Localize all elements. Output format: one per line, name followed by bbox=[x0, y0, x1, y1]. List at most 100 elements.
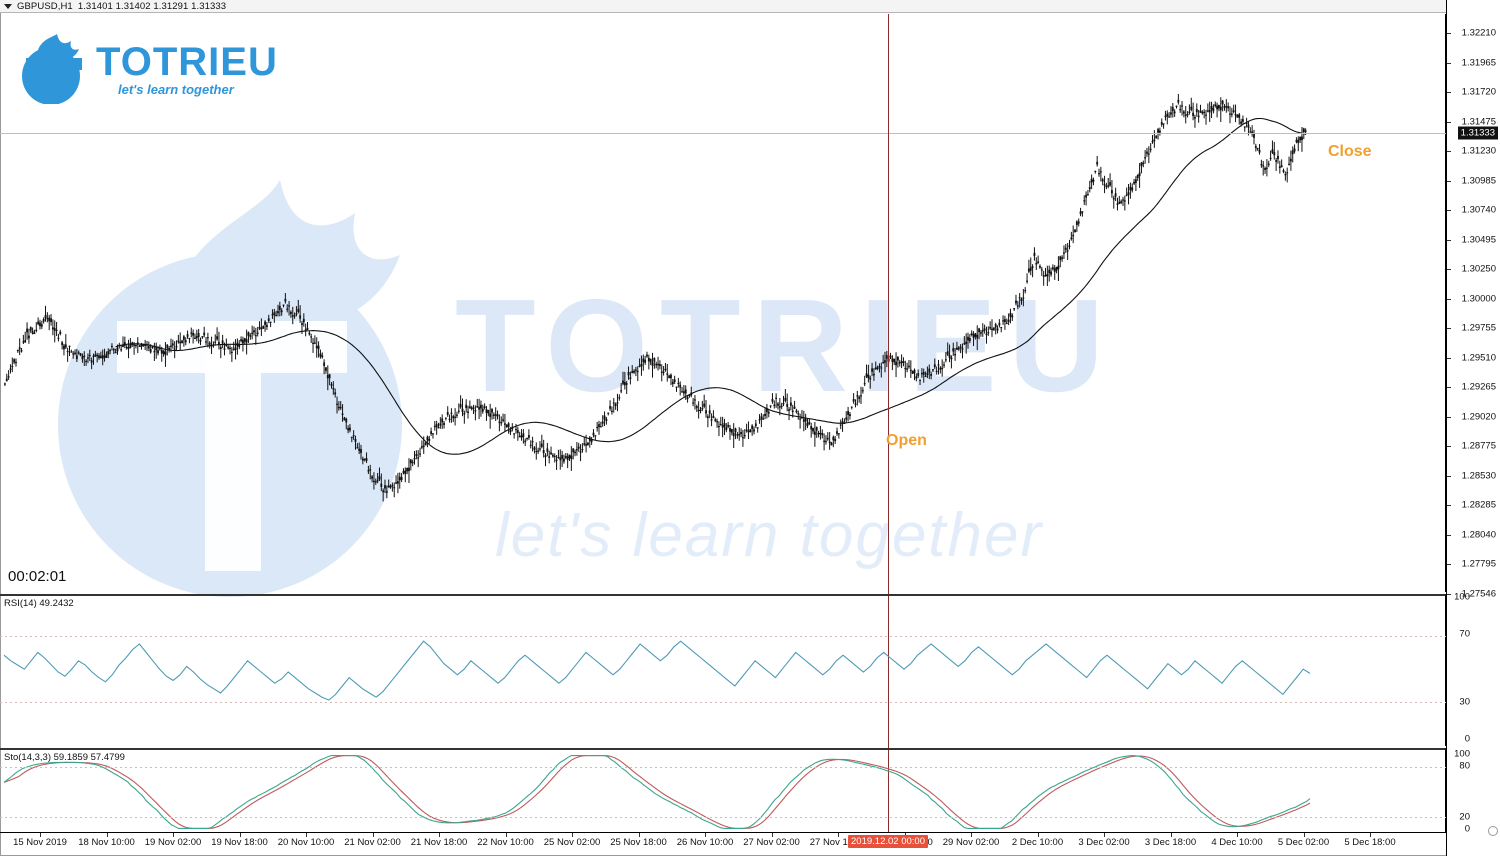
time-axis-tick bbox=[838, 833, 839, 837]
rsi-title: RSI(14) 49.2432 bbox=[4, 598, 74, 609]
stochastic-title: Sto(14,3,3) 59.1859 57.4799 bbox=[4, 752, 125, 763]
price-axis-tick bbox=[1447, 33, 1451, 34]
time-axis-label: 18 Nov 10:00 bbox=[78, 837, 135, 848]
time-axis-label: 20 Nov 10:00 bbox=[277, 837, 335, 848]
price-axis-tick bbox=[1447, 62, 1451, 64]
time-axis-tick bbox=[771, 833, 773, 837]
price-axis-label: 1.27795 bbox=[1461, 558, 1496, 570]
time-axis-tick bbox=[572, 833, 573, 837]
stochastic-line-series bbox=[3, 754, 1311, 830]
vertical-time-line bbox=[888, 14, 889, 832]
current-price-badge: 1.31333 bbox=[1457, 126, 1498, 140]
price-axis-tick bbox=[1447, 593, 1451, 595]
candlestick-series bbox=[4, 93, 1307, 502]
price-axis-label: 1.29265 bbox=[1461, 381, 1496, 393]
time-axis-label: 29 Nov 02:00 bbox=[942, 837, 1000, 848]
price-axis-tick bbox=[1447, 239, 1451, 241]
quote-bar[interactable]: GBPUSD,H1 1.31401 1.31402 1.31291 1.3133… bbox=[0, 0, 1446, 13]
time-axis-tick bbox=[1303, 833, 1305, 837]
time-axis-label: 26 Nov 10:00 bbox=[676, 837, 734, 848]
time-axis-tick bbox=[505, 833, 507, 837]
time-axis-tick bbox=[1237, 833, 1238, 837]
time-axis-label: 3 Dec 02:00 bbox=[1078, 837, 1130, 848]
symbol-timeframe-label: GBPUSD,H1 bbox=[17, 0, 73, 12]
price-axis-label: 1.29020 bbox=[1461, 411, 1496, 422]
price-axis-label: 1.29510 bbox=[1461, 352, 1496, 363]
price-axis-tick bbox=[1447, 387, 1451, 388]
price-axis-tick bbox=[1447, 180, 1451, 182]
price-axis-tick bbox=[1447, 92, 1451, 93]
time-axis-tick bbox=[638, 833, 640, 837]
price-axis-label: 1.30740 bbox=[1461, 204, 1496, 216]
rsi-pane[interactable] bbox=[0, 594, 1446, 746]
price-axis-label: 1.28530 bbox=[1461, 470, 1496, 481]
time-axis-tick bbox=[1104, 833, 1105, 837]
stochastic-axis-label: 0 bbox=[1464, 823, 1470, 835]
rsi-axis-label: 30 bbox=[1459, 696, 1470, 708]
time-axis-label: 27 Nov 18:00 bbox=[809, 837, 867, 848]
price-axis-label: 1.30985 bbox=[1461, 175, 1496, 186]
price-axis-label: 1.31720 bbox=[1461, 86, 1496, 98]
sto-level-80-line bbox=[0, 767, 1446, 768]
time-axis-label: 3 Dec 18:00 bbox=[1144, 837, 1197, 848]
time-axis-tick bbox=[1170, 833, 1172, 837]
price-axis[interactable]: 1.32210 1.31965 1.31720 1.31475 1.31230 1.309… bbox=[1446, 0, 1500, 856]
rsi-axis-label: 100 bbox=[1454, 591, 1470, 603]
close-annotation: Close bbox=[1328, 143, 1372, 160]
chart-shift-handle[interactable] bbox=[1488, 826, 1498, 836]
open-annotation: Open bbox=[886, 432, 927, 449]
price-axis-label: 1.31230 bbox=[1461, 145, 1496, 157]
price-axis-tick bbox=[1447, 534, 1451, 536]
price-axis-tick bbox=[1447, 505, 1451, 506]
time-axis-label: 19 Nov 18:00 bbox=[211, 837, 268, 848]
price-axis-tick bbox=[1447, 298, 1451, 300]
time-axis-tick bbox=[372, 833, 374, 837]
time-axis-label: 21 Nov 18:00 bbox=[410, 837, 468, 848]
logo-wordmark: TOTRIEU bbox=[96, 40, 278, 84]
price-axis-label: 1.30000 bbox=[1461, 293, 1496, 304]
price-axis-tick bbox=[1447, 121, 1451, 123]
price-axis-label: 1.29755 bbox=[1461, 322, 1496, 334]
logo-flame-icon bbox=[22, 34, 82, 104]
price-axis-label: 1.32210 bbox=[1461, 27, 1496, 39]
price-axis-tick bbox=[1447, 357, 1451, 359]
time-axis-label: 5 Dec 02:00 bbox=[1277, 837, 1330, 848]
time-axis-tick bbox=[1037, 833, 1039, 837]
sto-level-20-line bbox=[0, 817, 1446, 818]
time-axis-tick bbox=[106, 833, 108, 837]
price-axis-label: 1.28040 bbox=[1461, 529, 1496, 540]
price-axis-tick bbox=[1447, 328, 1451, 329]
price-pane[interactable] bbox=[0, 14, 1446, 592]
logo-tagline: let's learn together bbox=[118, 82, 234, 97]
stochastic-axis-label: 100 bbox=[1454, 748, 1470, 760]
time-axis-tick bbox=[239, 833, 241, 837]
price-axis-tick bbox=[1447, 416, 1451, 418]
price-axis-label: 1.30495 bbox=[1461, 234, 1496, 245]
time-axis-label: 27 Nov 02:00 bbox=[743, 837, 800, 848]
time-axis-tick bbox=[705, 833, 706, 837]
current-price-line bbox=[0, 133, 1446, 134]
price-axis-tick bbox=[1447, 475, 1451, 477]
time-axis-label: 15 Nov 2019 bbox=[13, 837, 67, 848]
time-axis-label: 19 Nov 02:00 bbox=[144, 837, 202, 848]
price-axis-label: 1.27546 bbox=[1461, 588, 1496, 599]
rsi-axis-label: 0 bbox=[1464, 733, 1470, 745]
price-axis-label: 1.31965 bbox=[1461, 57, 1496, 68]
rsi-level-70-line bbox=[0, 636, 1446, 637]
price-axis-tick bbox=[1447, 210, 1451, 211]
time-axis-label: 2 Dec 10:00 bbox=[1011, 837, 1064, 848]
time-axis[interactable]: 15 Nov 2019 18 Nov 10:00 19 Nov 02:00 19 No… bbox=[0, 832, 1446, 856]
price-axis-label: 1.31475 bbox=[1461, 116, 1496, 127]
stochastic-pane[interactable] bbox=[0, 748, 1446, 832]
current-time-badge: 2019.12.02 00:00 bbox=[848, 835, 928, 848]
rsi-level-30-line bbox=[0, 702, 1446, 703]
time-axis-label: 22 Nov 10:00 bbox=[477, 837, 534, 848]
totrieu-logo: TOTRIEU let's learn together bbox=[18, 34, 278, 104]
time-axis-tick bbox=[1370, 833, 1371, 837]
rsi-axis-label: 70 bbox=[1459, 628, 1470, 640]
time-axis-tick bbox=[173, 833, 174, 837]
time-axis-label: 25 Nov 02:00 bbox=[543, 837, 601, 848]
price-axis-tick bbox=[1447, 269, 1451, 270]
chevron-down-icon[interactable] bbox=[4, 3, 12, 9]
